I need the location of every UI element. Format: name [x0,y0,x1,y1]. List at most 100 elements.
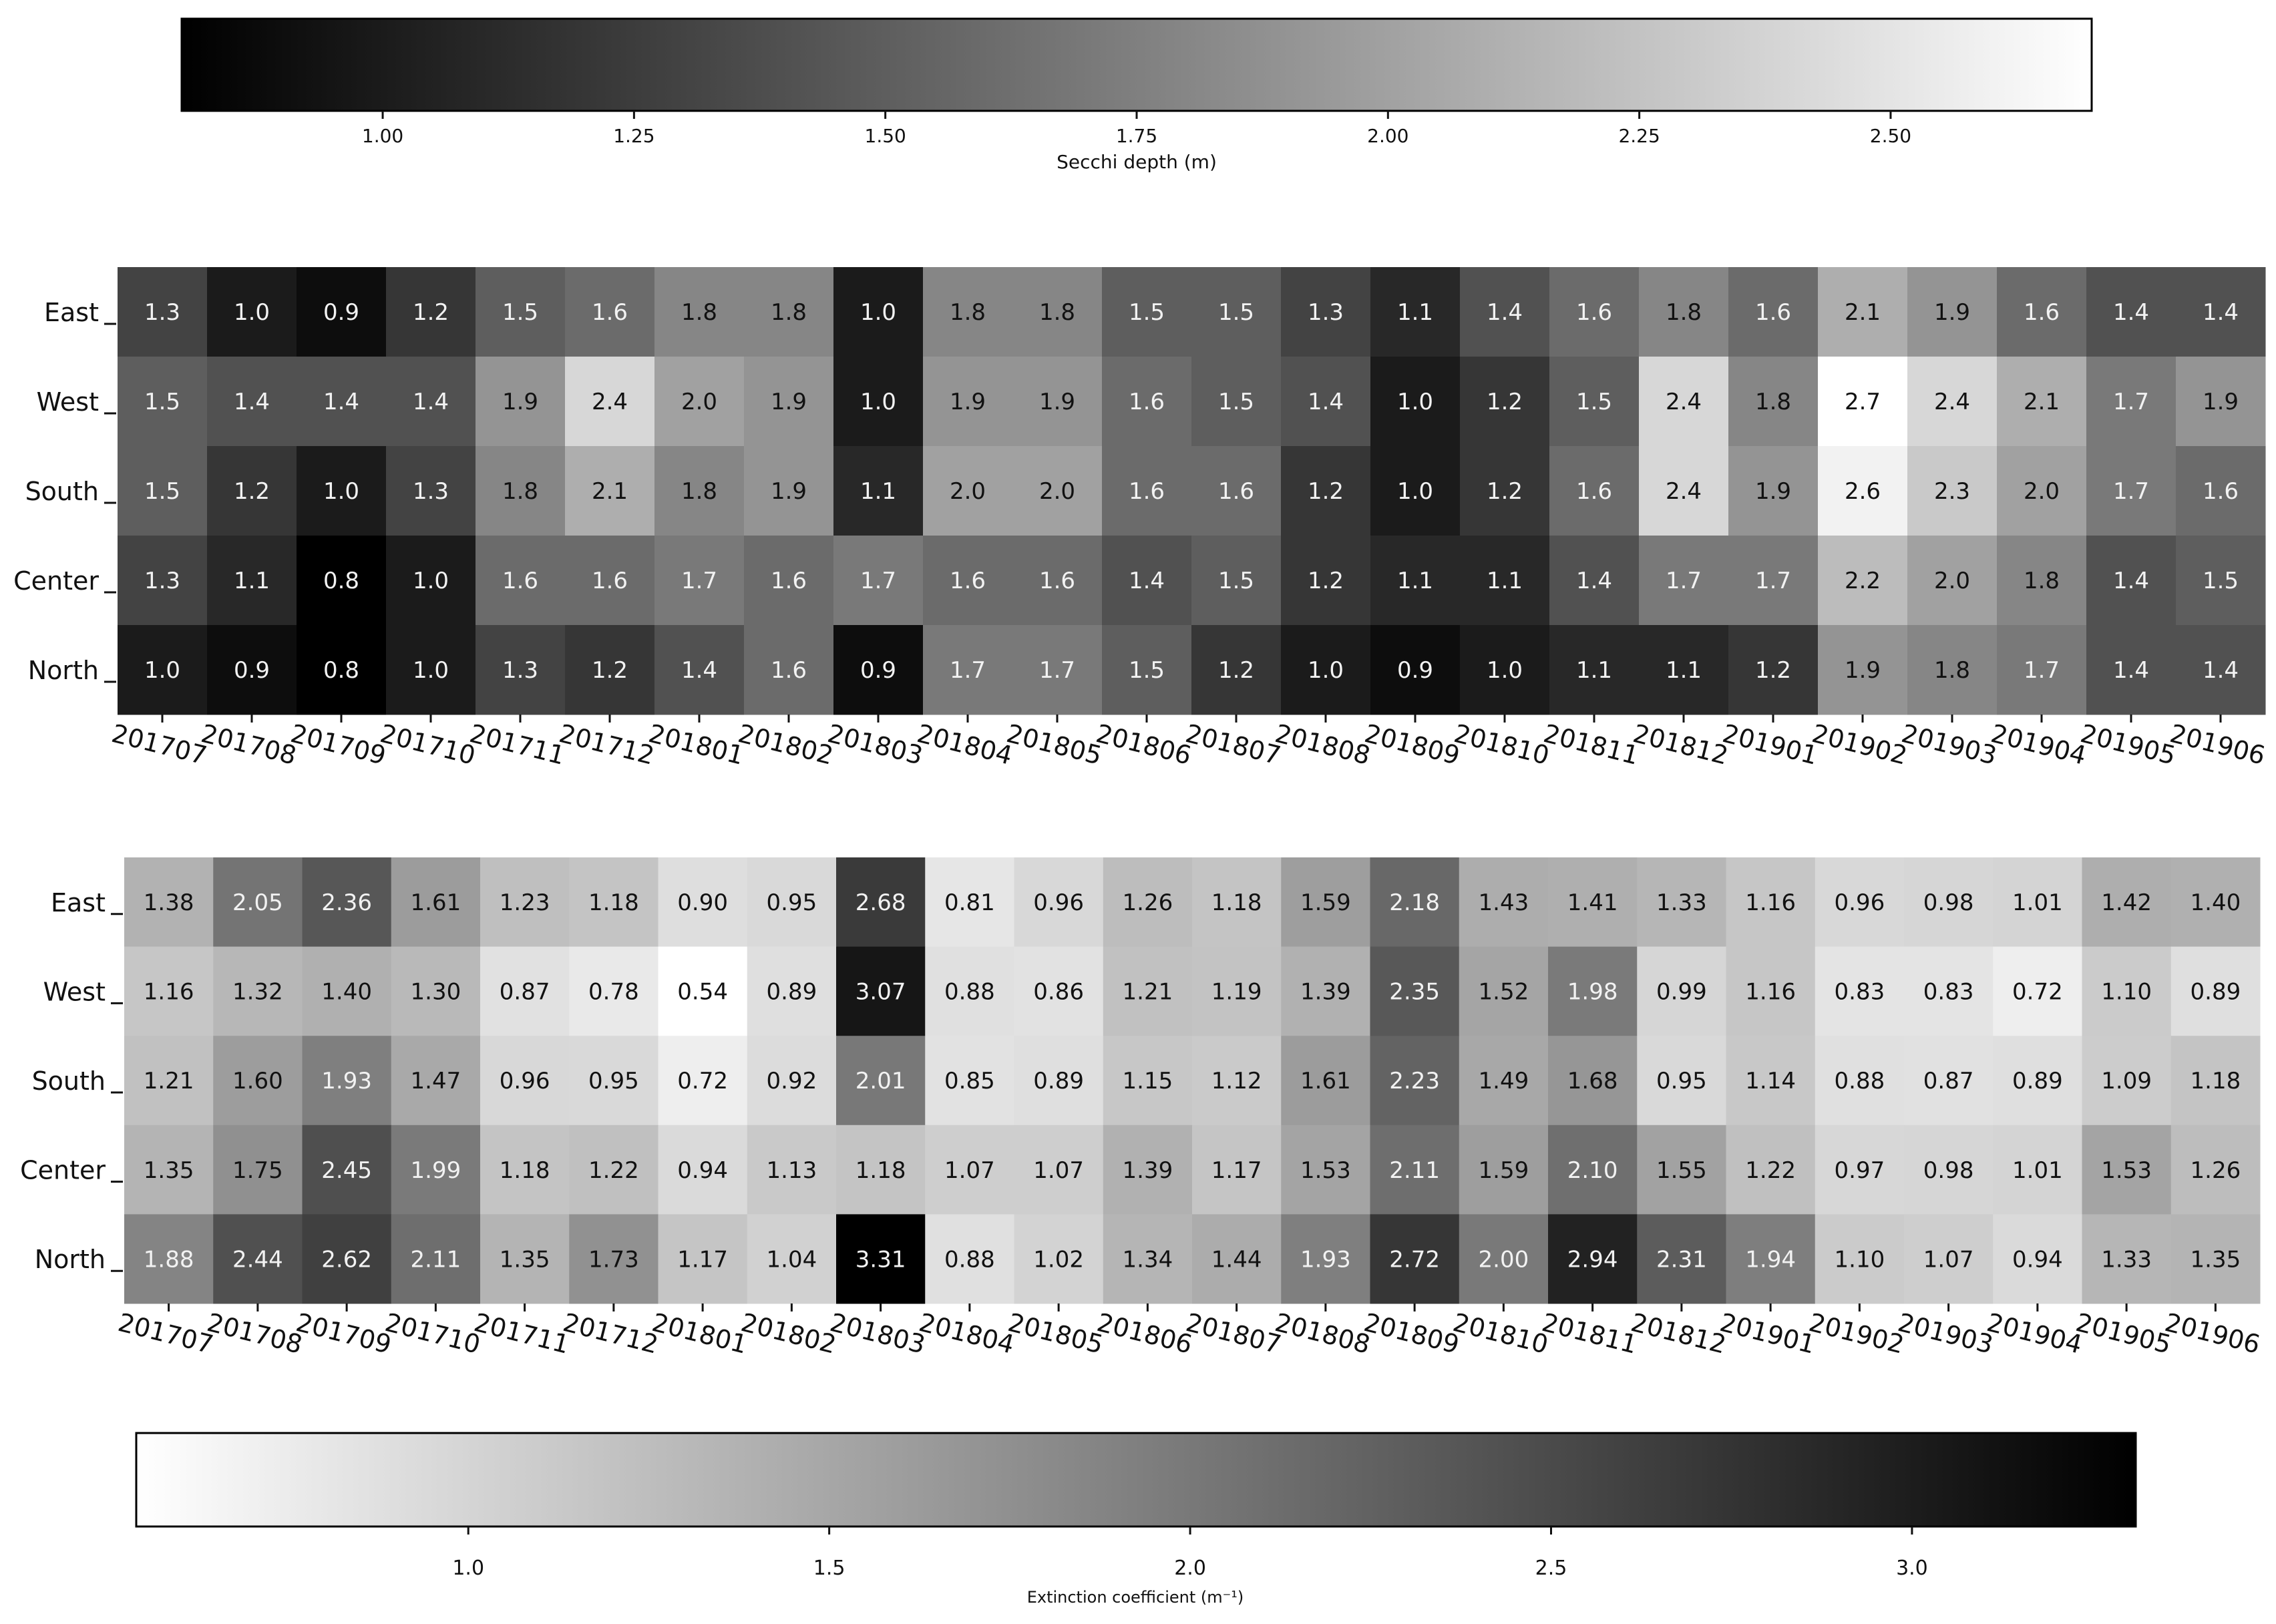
colorbar-tick-label: 2.50 [1870,125,1911,147]
cell-value-label: 1.16 [1745,889,1796,916]
heatmap-cell [1726,1214,1816,1304]
colorbar-extinction: 1.0 1.5 2.0 2.5 3.0 Extinction coefficient (… [135,1432,2137,1607]
heatmap-cell [925,1036,1014,1126]
cell-value-label: 1.98 [1567,979,1618,1006]
heatmap-cell [658,946,748,1036]
heatmap-cell [565,446,655,536]
heatmap-cell [1818,357,1908,447]
cell-value-label: 1.2 [592,657,628,684]
heatmap-cell [1818,625,1908,715]
cell-value-label: 2.11 [411,1246,461,1273]
cell-value-label: 1.10 [2101,979,2152,1006]
cell-value-label: 0.8 [323,568,359,594]
cell-value-label: 1.23 [500,889,550,916]
heatmap-cell [658,1036,748,1126]
cell-value-label: 2.36 [321,889,372,916]
cell-value-label: 1.6 [2024,299,2060,326]
heatmap-cell [207,536,297,626]
heatmap-cell [569,1214,658,1304]
heatmap-cell [1014,1036,1104,1126]
heatmap-cell [207,625,297,715]
cell-value-label: 2.1 [592,478,628,505]
cell-value-label: 1.26 [1123,889,1173,916]
heatmap-cell [565,536,655,626]
cell-value-label: 1.6 [1039,568,1075,594]
cell-value-label: 1.7 [2113,478,2149,505]
heatmap-cell [1281,1214,1370,1304]
cell-value-label: 0.81 [944,889,995,916]
cell-value-label: 1.39 [1123,1157,1173,1184]
heatmap-cell [1815,857,1905,948]
heatmap-cell [476,267,566,357]
row-label: North [35,1245,106,1274]
heatmap-secchi: 1.3 1.0 0.9 1.2 1.5 1.6 1.8 1.8 1.0 1.8 1.8 1.5 1.5 1… [13,267,2268,771]
cell-value-label: 0.88 [1835,1068,1885,1094]
cell-value-label: 2.62 [321,1246,372,1273]
heatmap-cell [569,1125,658,1215]
cell-value-label: 2.31 [1656,1246,1707,1273]
cell-value-label: 2.72 [1389,1246,1440,1273]
cell-value-label: 2.00 [1479,1246,1529,1273]
heatmap-secchi-cells: 1.3 1.0 0.9 1.2 1.5 1.6 1.8 1.8 1.0 1.8 1.8 1.5 1.5 1… [118,267,2266,715]
heatmap-cell [476,625,566,715]
heatmap-cell [1460,267,1550,357]
cell-value-label: 1.2 [234,478,270,505]
cell-value-label: 1.7 [1666,568,1702,594]
cell-value-label: 2.6 [1845,478,1881,505]
heatmap-cell [1818,446,1908,536]
cell-value-label: 0.89 [2012,1068,2063,1094]
colorbar-tick-label: 1.00 [362,125,403,147]
heatmap-cell [391,857,481,948]
heatmap-cell [480,857,570,948]
heatmap-cell [1549,446,1640,536]
heatmap-cell [2170,1125,2261,1215]
cell-value-label: 1.8 [950,299,986,326]
heatmap-cell [836,946,926,1036]
heatmap-cell [1103,857,1193,948]
heatmap-cell [1728,536,1819,626]
cell-value-label: 1.4 [2113,568,2149,594]
heatmap-cell [386,267,476,357]
heatmap-cell [1904,946,1994,1036]
cell-value-label: 2.18 [1389,889,1440,916]
heatmap-cell [1997,625,2087,715]
cell-value-label: 1.2 [1487,389,1523,415]
cell-value-label: 0.90 [677,889,728,916]
colorbar-extinction-label: Extinction coefficient (m⁻¹) [1027,1588,1244,1607]
row-label: Center [20,1156,106,1185]
column-label: 201803 [825,719,926,771]
heatmap-cell [1012,446,1103,536]
cell-value-label: 1.5 [144,389,180,415]
heatmap-cell [1728,625,1819,715]
heatmap-cell [1637,1125,1726,1215]
cell-value-label: 1.1 [1576,657,1612,684]
colorbar-tick-label: 2.5 [1535,1557,1567,1580]
colorbar-tick-label: 2.25 [1618,125,1660,147]
heatmap-cell [836,857,926,948]
heatmap-cell [2176,267,2266,357]
column-label: 201804 [914,719,1015,771]
heatmap-cell [124,1214,214,1304]
cell-value-label: 1.5 [1129,299,1165,326]
heatmap-cell [1639,267,1729,357]
heatmap-cell [1907,625,1998,715]
heatmap-cell [1460,536,1550,626]
column-label: 201801 [649,1307,750,1360]
cell-value-label: 1.52 [1479,979,1529,1006]
cell-value-label: 0.95 [1656,1068,1707,1094]
heatmap-cell [1637,1036,1726,1126]
heatmap-cell [2082,1214,2172,1304]
heatmap-cell [207,357,297,447]
cell-value-label: 1.18 [588,889,639,916]
column-label: 201806 [1093,719,1194,771]
cell-value-label: 2.0 [950,478,986,505]
heatmap-cell [1102,536,1192,626]
colorbar-tick-label: 1.25 [613,125,654,147]
cell-value-label: 1.26 [2191,1157,2241,1184]
heatmap-cell [744,267,834,357]
heatmap-cell [744,446,834,536]
cell-value-label: 1.1 [1666,657,1702,684]
heatmap-cell [658,1125,748,1215]
cell-value-label: 0.87 [500,979,550,1006]
cell-value-label: 1.01 [2012,1157,2063,1184]
